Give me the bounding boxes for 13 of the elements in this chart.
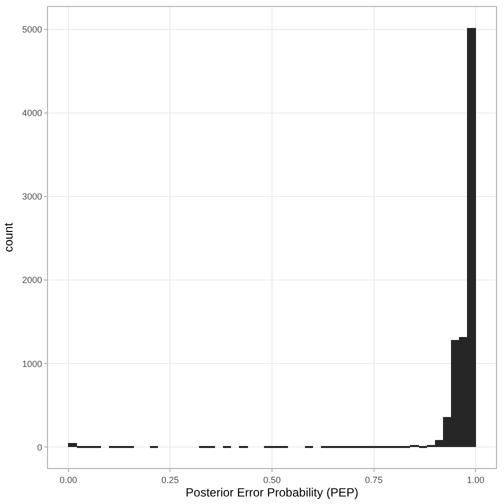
- x-tick-label: 0.50: [263, 474, 281, 485]
- y-tick-label: 1000: [22, 358, 42, 369]
- y-tick-label: 0: [37, 442, 42, 452]
- y-tick-label: 2000: [22, 275, 42, 286]
- y-tick-label: 5000: [22, 24, 42, 35]
- x-tick-label: 0.00: [60, 474, 78, 485]
- x-tick-label: 0.75: [365, 474, 383, 485]
- x-tick-label: 1.00: [466, 474, 484, 485]
- y-tick-label: 3000: [22, 192, 42, 202]
- x-tick-label: 0.25: [161, 474, 179, 485]
- y-axis-title: count: [1, 222, 16, 252]
- y-tick-label: 4000: [22, 108, 42, 118]
- x-axis-title: Posterior Error Probability (PEP): [186, 486, 358, 500]
